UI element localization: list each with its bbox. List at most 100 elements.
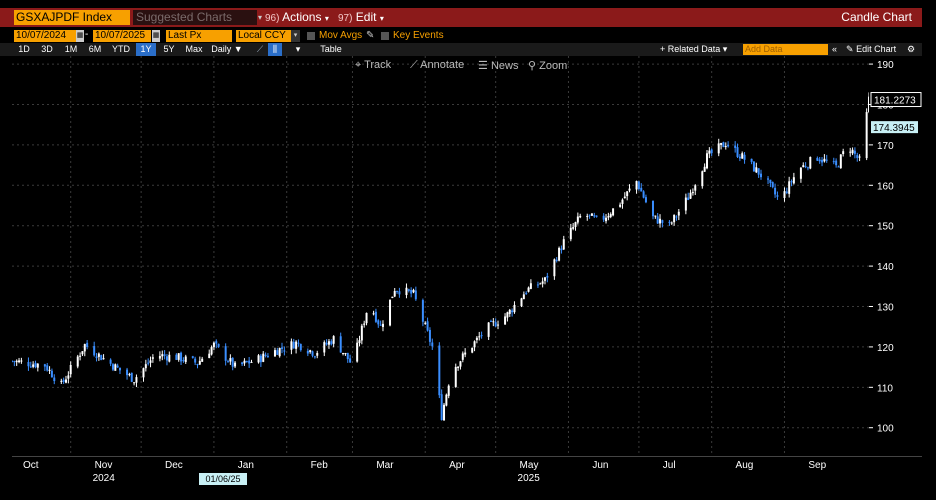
candle-body [262,353,265,362]
chart-plot-area[interactable] [11,56,870,456]
candle-body [471,347,474,353]
candle-body [217,343,220,347]
news-tool[interactable]: ☰ News [478,59,518,72]
candle-body [506,312,509,318]
track-tool[interactable]: ⌖ Track [355,59,391,72]
range-3d[interactable]: 3D [41,44,53,54]
candle-body [102,358,105,360]
candle-body [691,192,694,194]
candle-body [743,154,746,160]
last-value-flag [870,92,922,108]
range-1m[interactable]: 1M [64,44,78,54]
ticker-input[interactable]: GSXAJPDF Index [14,10,130,25]
suggested-charts-label: Suggested Charts [136,10,233,24]
candlestick-icon[interactable]: ⫼ [268,43,282,56]
candle-body [459,361,462,367]
edit-chart-label: Edit Chart [856,44,897,54]
candle-body [60,380,63,382]
candle-body [572,227,575,229]
collapse-icon[interactable]: « [832,44,838,54]
candle-body [736,147,739,157]
calendar-icon[interactable]: ▦ [152,30,160,42]
candle-body [327,341,330,345]
mov-avgs-checkbox[interactable] [307,32,315,40]
range-5y[interactable]: 5Y [163,44,175,54]
candle-body [48,369,51,371]
actions-menu[interactable]: 96) Actions ▾ [265,10,329,25]
candle-body [407,289,410,291]
candle-body [673,214,676,223]
candle-body [684,197,687,211]
candle-body [675,216,678,218]
annotate-tool[interactable]: ⟋ Annotate [410,59,464,72]
candle-body [717,143,720,154]
candle-body [356,342,359,362]
suggested-charts-dropdown[interactable]: Suggested Charts [133,10,257,25]
line-chart-icon[interactable]: ⟋ [256,44,264,54]
related-data-button[interactable]: + Related Data ▾ [660,44,728,54]
candle-body [306,350,309,354]
candle-body [522,294,525,300]
candle-body [114,364,117,371]
candle-body [414,290,417,300]
candle-body [142,368,145,378]
candle-body [802,165,805,168]
range-max[interactable]: Max [185,44,203,54]
candle-body [445,394,448,406]
candle-body [248,360,251,364]
range-1d[interactable]: 1D [18,44,30,54]
candle-body [776,195,779,197]
candle-body [809,156,812,169]
candle-body [428,329,431,342]
candle-body [621,199,624,204]
periodicity-select[interactable]: Daily ▼ [211,44,243,54]
key-events-checkbox[interactable] [381,32,389,40]
gear-icon[interactable]: ⚙ [907,44,916,54]
calendar-icon[interactable]: ▦ [76,30,84,42]
edit-shortcut: 97) [338,13,353,24]
edit-chart-button[interactable]: ✎ Edit Chart [846,43,896,56]
table-button[interactable]: Table [320,44,342,54]
candle-body [332,336,335,344]
candle-body [727,144,730,147]
key-events-label[interactable]: Key Events [393,30,444,41]
candle-body [799,167,802,179]
chevron-down-icon[interactable]: ▾ [295,44,301,54]
candle-body [231,357,234,367]
range-ytd[interactable]: YTD [112,44,130,54]
periodicity-label: Daily [211,44,232,54]
candle-body [389,299,392,326]
candle-body [215,341,218,344]
mov-avgs-label[interactable]: Mov Avgs [319,30,363,41]
candle-body [119,367,122,371]
marker-value-label: 174.3945 [873,123,915,134]
end-date-input[interactable]: 10/07/2025 [93,30,151,42]
chevron-down-icon[interactable]: ▾ [258,13,263,22]
zoom-tool[interactable]: ⚲ Zoom [528,59,567,72]
candle-body [36,363,39,368]
candle-body [379,324,382,326]
candle-body [126,369,129,376]
field-select[interactable]: Last Px [166,30,232,42]
cursor-date-label: 01/06/25 [199,473,247,485]
candle-body [511,310,514,313]
candle-body [478,336,481,338]
candle-body [605,217,608,222]
add-data-input[interactable]: Add Data [743,44,828,55]
candle-body [34,362,37,368]
range-6m[interactable]: 6M [88,44,102,54]
currency-select[interactable]: Local CCY [236,30,291,42]
chevron-down-icon[interactable]: ▾ [291,30,300,42]
candle-body [553,259,556,277]
range-1y[interactable]: 1Y [136,43,156,56]
candle-body [769,179,772,183]
candle-body [175,354,178,360]
start-date-input[interactable]: 10/07/2024 [14,30,76,42]
candle-body [97,353,100,357]
candle-body [311,351,314,356]
candle-body [541,281,544,284]
pencil-icon[interactable]: ✎ [366,30,375,41]
x-year-label: 2024 [92,473,115,484]
candle-body [558,247,561,261]
edit-menu[interactable]: 97) Edit ▾ [338,10,384,25]
